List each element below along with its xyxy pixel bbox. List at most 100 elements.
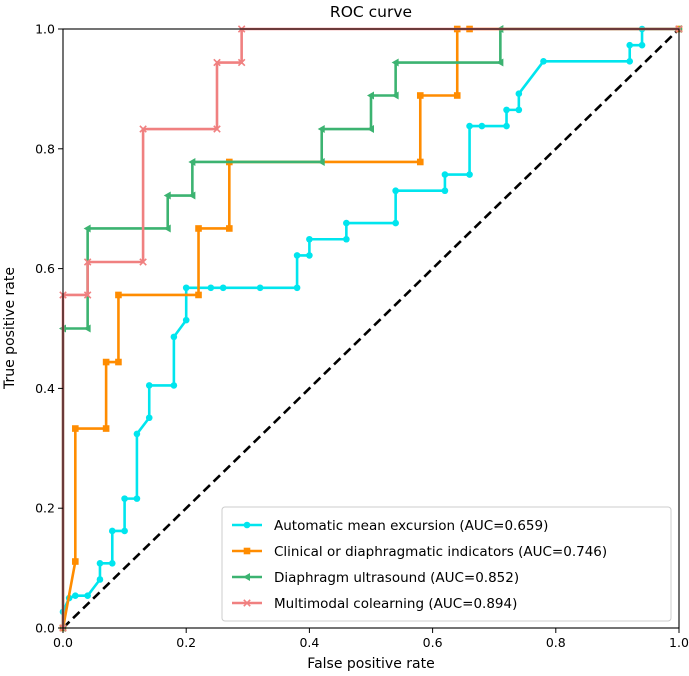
series-0-point-41: [626, 41, 634, 49]
series-2-point-3: [83, 224, 91, 233]
series-0-point-11: [133, 495, 141, 502]
series-3-point-6-stroke-b: [213, 125, 221, 133]
series-0-point-5: [96, 576, 104, 583]
series-0-point-40: [626, 58, 634, 65]
series-0-point-19: [207, 284, 215, 292]
legend-item-0: Automatic mean excursion (AUC=0.659): [232, 518, 548, 534]
series-3-point-2-stroke-b: [83, 291, 92, 299]
legend-item-3: Multimodal colearning (AUC=0.894): [232, 596, 517, 612]
series-1-point-11: [416, 158, 424, 166]
series-2-point-8: [317, 157, 325, 166]
y-tick-label-4: 0.8: [35, 141, 55, 156]
series-2-point-6: [188, 191, 196, 200]
series-0-point-3: [72, 592, 79, 599]
series-0-point-20: [219, 284, 227, 292]
series-3-point-7-stroke-b: [213, 58, 221, 67]
series-3-point-3-stroke-b: [83, 258, 92, 266]
series-0-point-37: [515, 106, 523, 114]
series-0-point-24: [306, 252, 313, 259]
series-0-point-22: [293, 284, 301, 292]
x-tick-label-2: 0.4: [299, 635, 319, 650]
x-tick-label-5: 1.0: [669, 635, 689, 650]
plot-area: [59, 25, 683, 632]
series-1-point-5: [115, 358, 122, 366]
legend-box: [221, 506, 672, 622]
x-tick-label-1: 0.2: [176, 635, 196, 650]
y-tick-label-2: 0.4: [35, 381, 55, 396]
series-1-point-7: [195, 291, 202, 299]
series-2-point-7: [188, 157, 196, 166]
legend-marker-0: [243, 521, 251, 529]
series-0-point-38: [515, 90, 523, 97]
series-0-point-12: [133, 430, 141, 438]
legend-label-2: Diaphragm ultrasound (AUC=0.852): [274, 570, 519, 586]
legend-item-1: Clinical or diaphragmatic indicators (AU…: [232, 544, 607, 560]
series-3-point-4: [139, 258, 147, 266]
series-3-point-6: [213, 125, 221, 133]
series-2-point-13: [391, 58, 399, 67]
series-1-point-3: [102, 425, 110, 432]
series-0-point-18: [182, 284, 190, 292]
series-0-point-14: [145, 382, 153, 389]
series-1-point-2: [72, 425, 79, 432]
chance-line: [62, 28, 680, 629]
series-2-point-5: [163, 191, 171, 200]
series-0-point-21: [256, 284, 264, 292]
series-1-point-1: [72, 558, 79, 565]
series-0-point-27: [343, 219, 350, 227]
series-3-point-2: [83, 291, 92, 299]
series-0-point-8: [108, 527, 116, 535]
chart-title: ROC curve: [330, 3, 412, 21]
series-3-point-4-stroke-b: [139, 258, 147, 266]
legend-label-0: Automatic mean excursion (AUC=0.659): [274, 518, 548, 534]
series-0-point-42: [638, 41, 646, 49]
series-3-point-8: [237, 58, 246, 67]
series-2-point-10: [367, 125, 374, 134]
series-2-point-4: [163, 224, 171, 233]
series-0-point-25: [306, 235, 313, 243]
series-0-point-33: [466, 122, 473, 130]
y-tick-label-5: 1.0: [35, 22, 55, 37]
plot-content: [59, 25, 683, 632]
series-2-point-12: [391, 91, 399, 100]
series-0-point-13: [145, 414, 153, 422]
series-0-point-36: [503, 106, 510, 114]
series-0-point-34: [478, 122, 486, 130]
series-3: [59, 25, 683, 632]
legend-marker-3-stroke-b: [243, 599, 251, 607]
series-0-point-16: [170, 333, 178, 341]
series-1-point-12: [416, 92, 424, 99]
series-0-point-32: [466, 171, 473, 178]
series-1-point-4: [102, 358, 110, 366]
series-0-point-30: [441, 187, 449, 195]
legend-marker-3: [243, 599, 251, 607]
legend-item-2: Diaphragm ultrasound (AUC=0.852): [232, 570, 519, 586]
series-0-point-23: [293, 252, 301, 259]
series-0-point-28: [392, 219, 399, 227]
legend-marker-1: [243, 547, 251, 555]
series-2-point-9: [317, 125, 325, 134]
legend-label-1: Clinical or diaphragmatic indicators (AU…: [274, 544, 607, 560]
series-3-point-7: [213, 58, 221, 67]
series-1-point-6: [115, 291, 122, 299]
series-0-point-4: [84, 592, 91, 599]
series-0-point-9: [121, 527, 128, 535]
y-tick-label-0: 0.0: [35, 621, 55, 636]
x-axis-label: False positive rate: [307, 656, 434, 672]
series-1-point-9: [226, 225, 233, 232]
legend-marker-2: [243, 573, 250, 581]
series-2-point-2: [83, 324, 91, 333]
series-2-point-14: [496, 58, 504, 67]
x-tick-label-0: 0.0: [53, 635, 73, 650]
legend-label-3: Multimodal colearning (AUC=0.894): [274, 596, 517, 612]
y-tick-label-3: 0.6: [35, 261, 55, 276]
series-3-point-5: [139, 125, 147, 133]
series-3-point-5-stroke-b: [139, 125, 147, 133]
series-0: [59, 25, 683, 632]
series-0-point-15: [170, 382, 178, 389]
series-0-point-39: [540, 58, 547, 65]
series-0-point-29: [392, 187, 399, 195]
x-tick-label-3: 0.6: [423, 635, 443, 650]
series-3-point-8-stroke-b: [237, 58, 246, 67]
